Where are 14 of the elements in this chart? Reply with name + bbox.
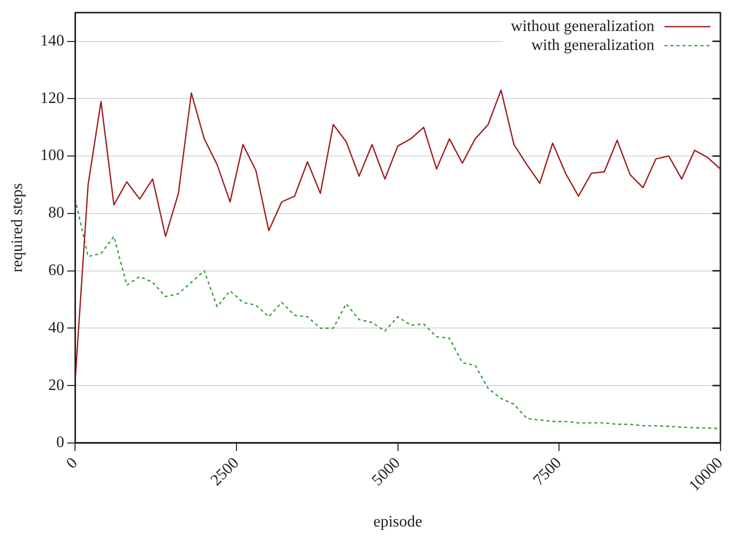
y-tick-label: 40 [48, 319, 64, 336]
y-tick-label: 140 [40, 32, 64, 50]
x-tick-label: 0 [63, 454, 81, 472]
x-axis-title: episode [373, 514, 422, 531]
y-axis-title: required steps [8, 183, 26, 272]
y-tick-label: 0 [56, 434, 64, 452]
y-tick-label: 100 [40, 147, 64, 164]
y-tick-label: 80 [48, 204, 64, 222]
y-tick-label: 20 [48, 376, 64, 394]
legend-label: without generalization [510, 18, 654, 35]
y-tick-label: 60 [48, 262, 64, 280]
legend-label: with generalization [531, 36, 654, 54]
x-tick-label: 7500 [530, 454, 565, 490]
y-tick-label: 120 [40, 90, 64, 107]
